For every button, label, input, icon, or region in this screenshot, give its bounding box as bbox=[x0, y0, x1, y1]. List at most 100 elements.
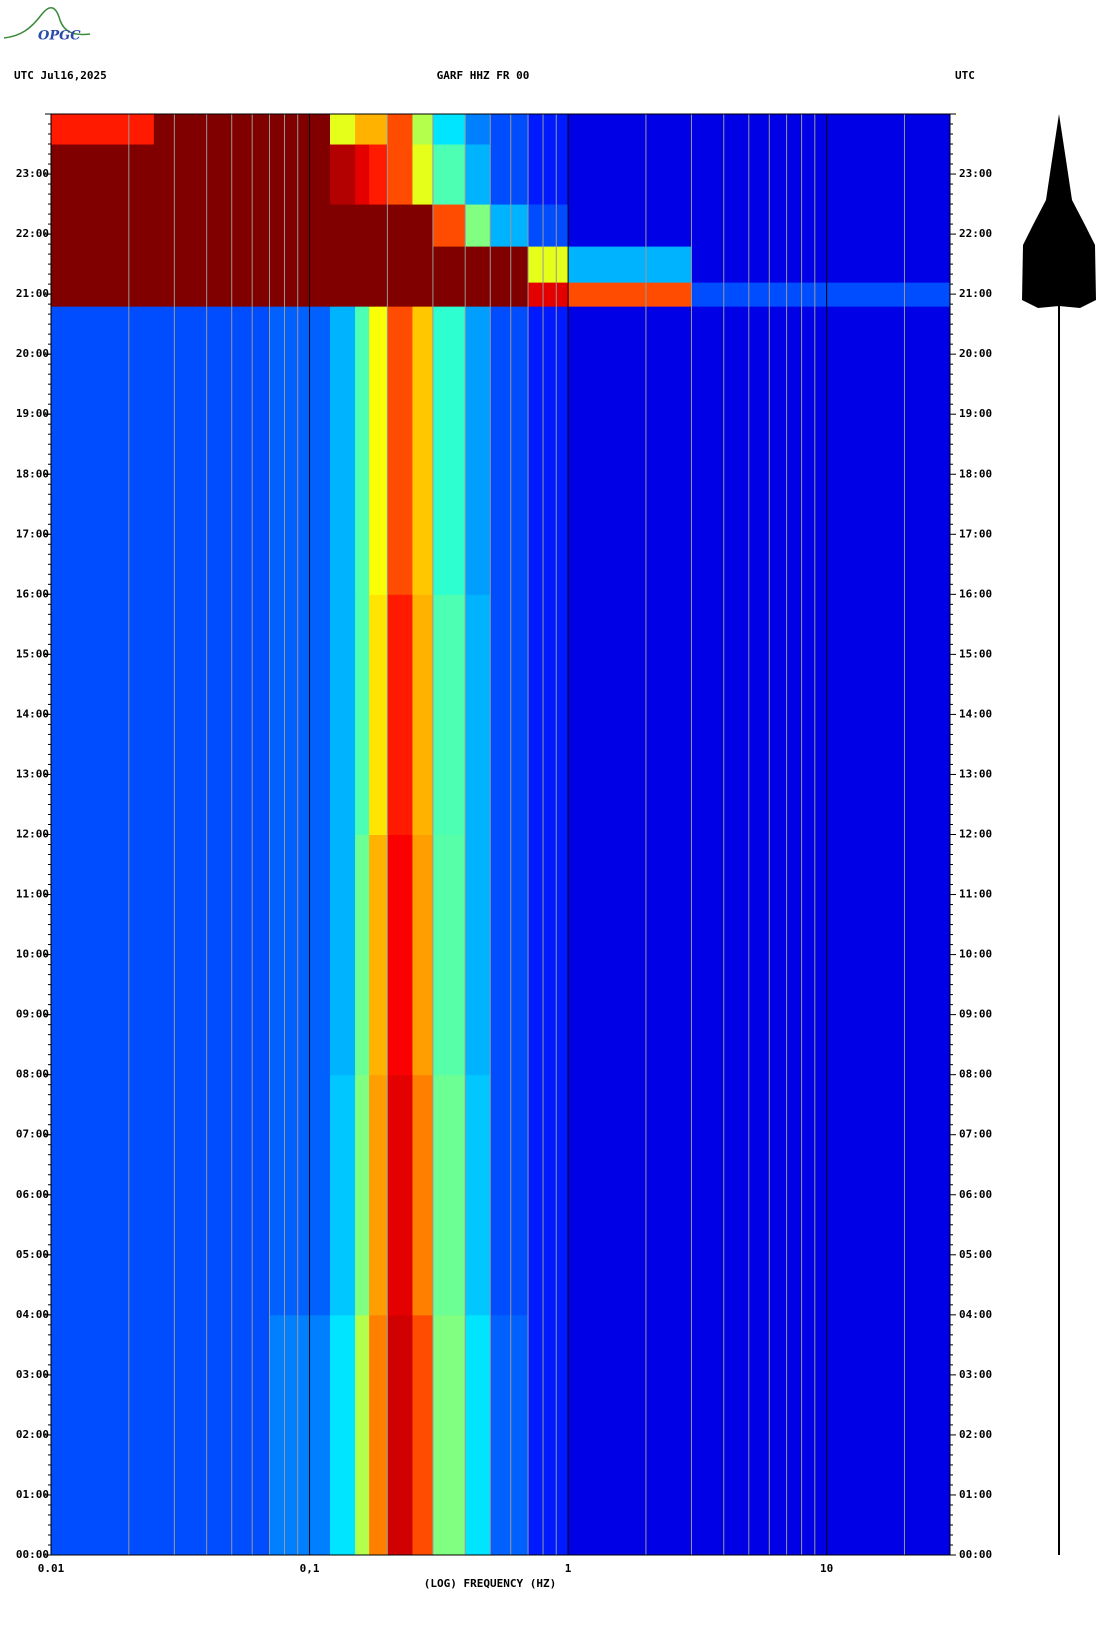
cell bbox=[568, 282, 692, 307]
cell bbox=[369, 204, 388, 247]
y-tick-label: 18:00 bbox=[16, 467, 49, 480]
cell bbox=[412, 282, 434, 307]
cell bbox=[432, 1074, 466, 1316]
cell bbox=[269, 594, 331, 835]
cell bbox=[528, 282, 569, 307]
cell bbox=[51, 144, 155, 205]
cell bbox=[269, 834, 331, 1076]
cell bbox=[465, 144, 491, 205]
y-tick-label: 16:00 bbox=[16, 587, 49, 600]
cell bbox=[387, 204, 413, 247]
y-tick-label-right: 00:00 bbox=[959, 1548, 992, 1561]
cell bbox=[269, 246, 331, 283]
cell bbox=[369, 834, 388, 1076]
y-tick-label-right: 07:00 bbox=[959, 1128, 992, 1141]
cell bbox=[369, 306, 388, 595]
y-tick-label: 23:00 bbox=[16, 167, 49, 180]
y-tick-label: 17:00 bbox=[16, 527, 49, 540]
title-right: UTC bbox=[955, 69, 975, 82]
y-tick-label: 05:00 bbox=[16, 1248, 49, 1261]
cell bbox=[691, 306, 951, 595]
cell bbox=[369, 246, 388, 283]
cell bbox=[369, 114, 388, 145]
cell bbox=[490, 282, 529, 307]
cell bbox=[691, 114, 951, 145]
cell bbox=[369, 594, 388, 835]
y-tick-label-right: 17:00 bbox=[959, 527, 992, 540]
cell bbox=[330, 1314, 356, 1556]
cell bbox=[691, 834, 951, 1076]
cell bbox=[51, 1314, 155, 1556]
cell bbox=[51, 834, 155, 1076]
cell bbox=[465, 306, 491, 595]
title-left: UTC Jul16,2025 bbox=[14, 69, 107, 82]
y-tick-label-right: 21:00 bbox=[959, 287, 992, 300]
cell bbox=[387, 246, 413, 283]
cell bbox=[691, 282, 951, 307]
x-tick-label: 0.01 bbox=[38, 1562, 65, 1575]
y-tick-label-right: 02:00 bbox=[959, 1428, 992, 1441]
x-tick-label: 0,1 bbox=[300, 1562, 320, 1575]
cell bbox=[330, 282, 356, 307]
cell bbox=[412, 114, 434, 145]
cell bbox=[465, 114, 491, 145]
cell bbox=[355, 204, 370, 247]
y-tick-label: 02:00 bbox=[16, 1428, 49, 1441]
cell bbox=[432, 594, 466, 835]
cell bbox=[153, 246, 270, 283]
cell bbox=[269, 1314, 331, 1556]
cell bbox=[432, 834, 466, 1076]
y-tick-label-right: 12:00 bbox=[959, 828, 992, 841]
cell bbox=[51, 1074, 155, 1316]
cell bbox=[412, 246, 434, 283]
cell bbox=[465, 282, 491, 307]
cell bbox=[528, 114, 569, 145]
cell bbox=[490, 114, 529, 145]
cell bbox=[330, 594, 356, 835]
cell bbox=[269, 114, 331, 145]
cell bbox=[412, 204, 434, 247]
y-tick-label-right: 08:00 bbox=[959, 1068, 992, 1081]
trace-envelope bbox=[1022, 114, 1096, 308]
cell bbox=[153, 282, 270, 307]
cell bbox=[330, 834, 356, 1076]
cell bbox=[153, 1074, 270, 1316]
cell bbox=[465, 594, 491, 835]
cell bbox=[412, 1314, 434, 1556]
cell bbox=[432, 114, 466, 145]
chart-title: GARF HHZ FR 00 bbox=[437, 69, 530, 82]
cell bbox=[490, 1074, 529, 1316]
cell bbox=[465, 246, 491, 283]
cell bbox=[355, 144, 370, 205]
cell bbox=[269, 306, 331, 595]
cell bbox=[490, 594, 529, 835]
cell bbox=[568, 204, 692, 247]
cell bbox=[387, 1074, 413, 1316]
cell bbox=[330, 114, 356, 145]
cell bbox=[691, 1314, 951, 1556]
cell bbox=[51, 306, 155, 595]
cell bbox=[330, 1074, 356, 1316]
cell bbox=[691, 204, 951, 247]
cell bbox=[330, 306, 356, 595]
y-tick-label: 22:00 bbox=[16, 227, 49, 240]
y-tick-label-right: 06:00 bbox=[959, 1188, 992, 1201]
cell bbox=[568, 1314, 692, 1556]
cell bbox=[490, 1314, 529, 1556]
logo-arc bbox=[3, 7, 91, 39]
cell bbox=[412, 144, 434, 205]
y-tick-label: 01:00 bbox=[16, 1488, 49, 1501]
cell bbox=[528, 246, 569, 283]
cell bbox=[330, 246, 356, 283]
y-tick-label: 14:00 bbox=[16, 707, 49, 720]
cell bbox=[51, 282, 155, 307]
cell bbox=[369, 144, 388, 205]
y-tick-label-right: 14:00 bbox=[959, 707, 992, 720]
cell bbox=[153, 1314, 270, 1556]
y-tick-label: 09:00 bbox=[16, 1008, 49, 1021]
cell bbox=[153, 204, 270, 247]
y-tick-label: 06:00 bbox=[16, 1188, 49, 1201]
cell bbox=[568, 144, 692, 205]
y-tick-label: 21:00 bbox=[16, 287, 49, 300]
cell bbox=[568, 1074, 692, 1316]
